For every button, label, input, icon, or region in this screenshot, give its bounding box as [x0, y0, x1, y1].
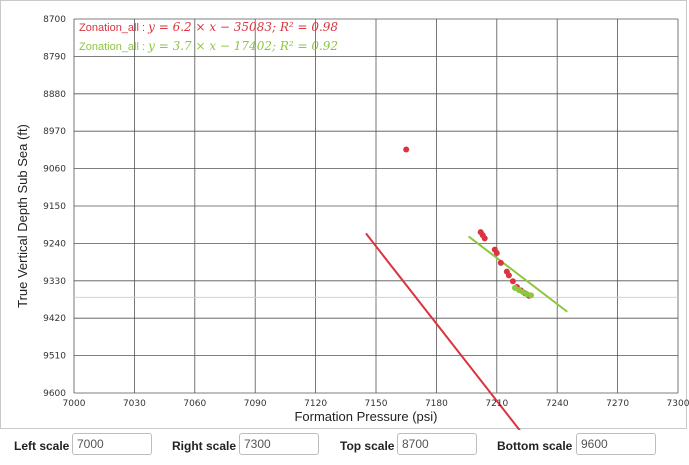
y-tick-labels: 8700 8790 8880 8970 9060 9150 9240 9330 9420 9510… — [43, 15, 66, 399]
y-tick-label: 9240 — [43, 239, 66, 249]
pressure-depth-chart: 7000 7030 7060 7090 7120 7150 7180 7210 7240 7270… — [15, 15, 689, 430]
data-point-series-1 — [509, 278, 516, 285]
fit-line-series-1 — [365, 232, 521, 430]
right-scale-label: Right scale — [172, 439, 237, 453]
series-name-label: Zonation_all : — [79, 41, 148, 53]
series-equation-red: Zonation_all : y = 6.2 × x − 35083; R² =… — [79, 20, 338, 34]
top-scale-label: Top scale — [340, 439, 395, 453]
y-tick-label: 9600 — [43, 389, 66, 399]
x-tick-label: 7000 — [63, 399, 86, 409]
chart-frame — [0, 0, 687, 429]
x-tick-labels: 7000 7030 7060 7090 7120 7150 7180 7210 7240 7270… — [63, 399, 689, 409]
y-tick-label: 8700 — [43, 15, 66, 25]
x-tick-label: 7180 — [425, 399, 448, 409]
bottom-scale-input[interactable] — [576, 433, 656, 455]
series-equation-green: Zonation_all : y = 3.7 × x − 17402; R² =… — [79, 39, 338, 53]
y-tick-label: 9420 — [43, 314, 66, 324]
series-name-label: Zonation_all : — [79, 22, 148, 34]
y-axis-title: True Vertical Depth Sub Sea (ft) — [15, 124, 30, 308]
y-tick-label: 9330 — [43, 277, 66, 287]
x-tick-label: 7150 — [365, 399, 388, 409]
x-tick-label: 7090 — [244, 399, 267, 409]
x-tick-label: 7210 — [485, 399, 508, 409]
data-points — [403, 146, 535, 299]
y-tick-label: 8970 — [43, 127, 66, 137]
left-scale-input[interactable] — [72, 433, 152, 455]
y-tick-label: 9510 — [43, 352, 66, 362]
series-equation-text: y = 3.7 × x − 17402; R² = 0.92 — [147, 39, 338, 53]
fit-line-series-2 — [468, 235, 568, 313]
left-scale-label: Left scale — [14, 439, 70, 453]
y-tick-label: 9150 — [43, 202, 66, 212]
top-scale-input[interactable] — [397, 433, 477, 455]
data-point-series-1 — [403, 146, 410, 153]
x-tick-label: 7030 — [123, 399, 146, 409]
y-tick-label: 8790 — [43, 52, 66, 62]
x-tick-label: 7060 — [183, 399, 206, 409]
grid-lines — [73, 18, 679, 394]
x-tick-label: 7300 — [667, 399, 689, 409]
data-point-series-1 — [481, 235, 488, 242]
scale-controls: Left scale Right scale Top scale Bottom … — [0, 431, 689, 465]
x-axis-title: Formation Pressure (psi) — [294, 409, 437, 424]
x-tick-label: 7240 — [546, 399, 569, 409]
data-point-series-1 — [497, 259, 504, 266]
x-tick-label: 7120 — [304, 399, 327, 409]
right-scale-input[interactable] — [239, 433, 319, 455]
data-point-series-1 — [505, 272, 512, 279]
data-point-series-1 — [493, 249, 500, 256]
x-tick-label: 7270 — [606, 399, 629, 409]
data-point-series-2 — [528, 292, 535, 299]
y-tick-label: 8880 — [43, 90, 66, 100]
series-equation-text: y = 6.2 × x − 35083; R² = 0.98 — [147, 20, 338, 34]
bottom-scale-label: Bottom scale — [497, 439, 573, 453]
fit-lines — [365, 232, 568, 430]
y-tick-label: 9060 — [43, 165, 66, 175]
